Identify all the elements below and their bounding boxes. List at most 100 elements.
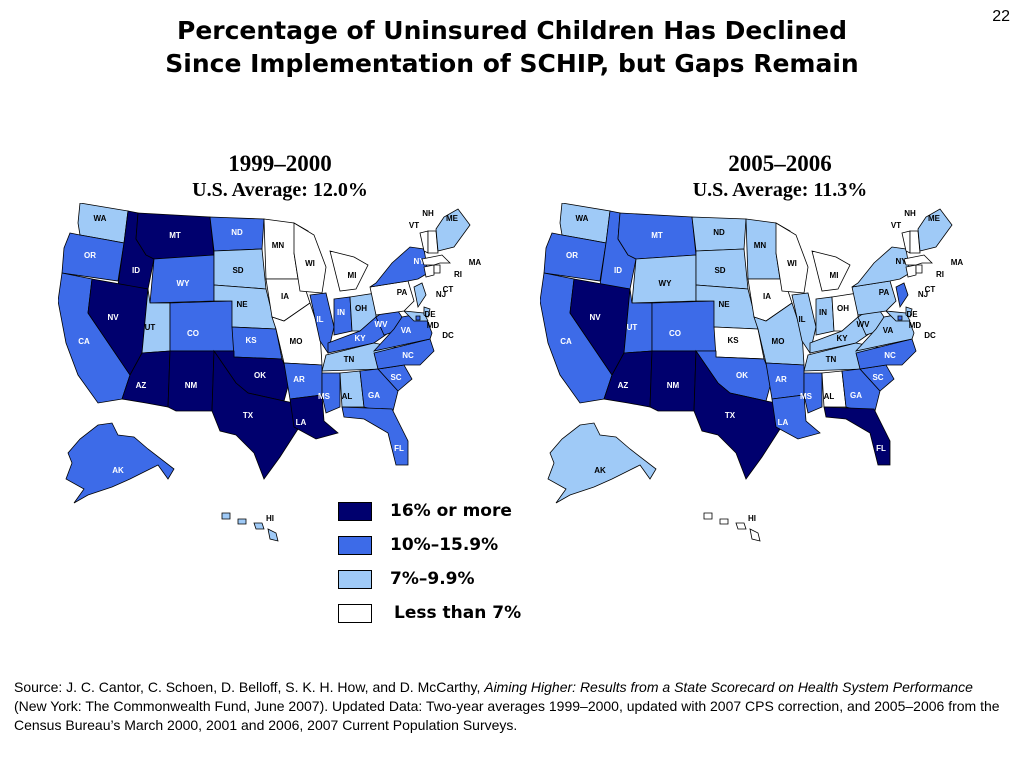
state-label-tx: TX — [725, 411, 736, 420]
state-label-pa: PA — [879, 288, 890, 297]
state-label-nh: NH — [422, 209, 434, 218]
state-label-wa: WA — [576, 214, 589, 223]
state-label-ak: AK — [594, 466, 606, 475]
source-text-suffix: (New York: The Commonwealth Fund, June 2… — [14, 698, 1000, 733]
state-label-al: AL — [342, 392, 353, 401]
state-label-tn: TN — [344, 355, 355, 364]
state-label-id: ID — [614, 266, 622, 275]
state-label-sd: SD — [232, 266, 243, 275]
state-label-az: AZ — [618, 381, 629, 390]
state-label-ga: GA — [368, 391, 380, 400]
state-label-wa: WA — [94, 214, 107, 223]
state-label-ri: RI — [454, 270, 462, 279]
state-label-ar: AR — [775, 375, 787, 384]
state-mo — [271, 302, 323, 366]
state-label-ne: NE — [718, 300, 730, 309]
state-ak — [547, 422, 657, 504]
state-label-il: IL — [316, 315, 323, 324]
state-label-ca: CA — [78, 337, 90, 346]
state-ct — [905, 264, 917, 278]
state-label-nm: NM — [185, 381, 198, 390]
map-header-2005: 2005–2006 U.S. Average: 11.3% — [640, 150, 920, 202]
state-label-ia: IA — [281, 292, 289, 301]
state-il — [309, 292, 335, 354]
state-ma — [903, 254, 933, 266]
state-label-ut: UT — [627, 323, 638, 332]
state-label-tx: TX — [243, 411, 254, 420]
source-text-prefix: Source: J. C. Cantor, C. Schoen, D. Bell… — [14, 679, 485, 695]
state-label-wi: WI — [787, 259, 797, 268]
us-map-2005-2006: WA OR CA ID NV MT WY UT AZ CO NM ND SD NE KS OK TX MN IA MO… — [540, 203, 963, 542]
map-period-2005: 2005–2006 — [728, 151, 832, 176]
state-label-fl: FL — [394, 444, 404, 453]
state-va — [854, 312, 915, 352]
state-co — [169, 300, 235, 352]
state-label-va: VA — [883, 326, 894, 335]
state-label-il: IL — [798, 315, 805, 324]
state-mi — [811, 250, 851, 292]
state-ri — [915, 264, 923, 274]
state-ms — [803, 372, 823, 414]
state-nj — [895, 282, 909, 309]
state-label-nv: NV — [589, 313, 601, 322]
state-co — [651, 300, 717, 352]
state-wi — [293, 222, 327, 294]
state-label-oh: OH — [837, 304, 849, 313]
state-label-la: LA — [778, 418, 789, 427]
state-label-ct: CT — [925, 285, 936, 294]
state-label-nd: ND — [713, 228, 725, 237]
state-label-ms: MS — [800, 392, 813, 401]
state-label-oh: OH — [355, 304, 367, 313]
state-wi — [775, 222, 809, 294]
state-label-de: DE — [906, 310, 918, 319]
state-label-or: OR — [566, 251, 578, 260]
state-fl — [823, 406, 891, 466]
state-de — [905, 306, 913, 318]
legend-swatch-10-15 — [338, 536, 372, 555]
state-label-ks: KS — [727, 336, 739, 345]
map-header-1999: 1999–2000 U.S. Average: 12.0% — [150, 150, 410, 202]
legend-swatch-16-or-more — [338, 502, 372, 521]
state-fl — [341, 406, 409, 466]
state-de — [423, 306, 431, 318]
state-label-nd: ND — [231, 228, 243, 237]
state-label-ma: MA — [469, 258, 482, 267]
state-label-md: MD — [427, 321, 440, 330]
source-text-title: Aiming Higher: Results from a State Scor… — [484, 679, 973, 695]
state-label-mn: MN — [272, 241, 285, 250]
state-dc — [897, 315, 903, 321]
map-average-2005: U.S. Average: 11.3% — [692, 179, 868, 201]
slide-number: 22 — [992, 8, 1010, 25]
state-label-ak: AK — [112, 466, 124, 475]
state-label-nm: NM — [667, 381, 680, 390]
state-label-ny: NY — [413, 257, 425, 266]
state-label-wy: WY — [659, 279, 673, 288]
state-label-nj: NJ — [918, 290, 928, 299]
state-label-tn: TN — [826, 355, 837, 364]
state-label-or: OR — [84, 251, 96, 260]
state-ri — [433, 264, 441, 274]
state-label-de: DE — [424, 310, 436, 319]
source-note: Source: J. C. Cantor, C. Schoen, D. Bell… — [14, 678, 1004, 735]
state-label-va: VA — [401, 326, 412, 335]
state-ny — [851, 246, 911, 288]
state-label-mn: MN — [754, 241, 767, 250]
state-label-vt: VT — [891, 221, 901, 230]
state-va — [372, 312, 433, 352]
state-label-wv: WV — [375, 320, 389, 329]
state-label-az: AZ — [136, 381, 147, 390]
state-label-ks: KS — [245, 336, 257, 345]
us-map-1999-2000: WA OR CA ID NV MT WY UT AZ CO NM ND SD NE KS OK TX MN IA MO… — [58, 203, 482, 542]
legend-label-16-or-more: 16% or more — [390, 501, 512, 521]
state-label-ct: CT — [443, 285, 454, 294]
state-nh — [427, 230, 439, 254]
state-nm — [649, 350, 697, 412]
state-dc — [415, 315, 421, 321]
state-label-dc: DC — [924, 331, 936, 340]
state-label-ar: AR — [293, 375, 305, 384]
state-label-ca: CA — [560, 337, 572, 346]
state-label-mt: MT — [169, 231, 181, 240]
state-label-mt: MT — [651, 231, 663, 240]
state-label-nc: NC — [402, 351, 414, 360]
state-label-fl: FL — [876, 444, 886, 453]
